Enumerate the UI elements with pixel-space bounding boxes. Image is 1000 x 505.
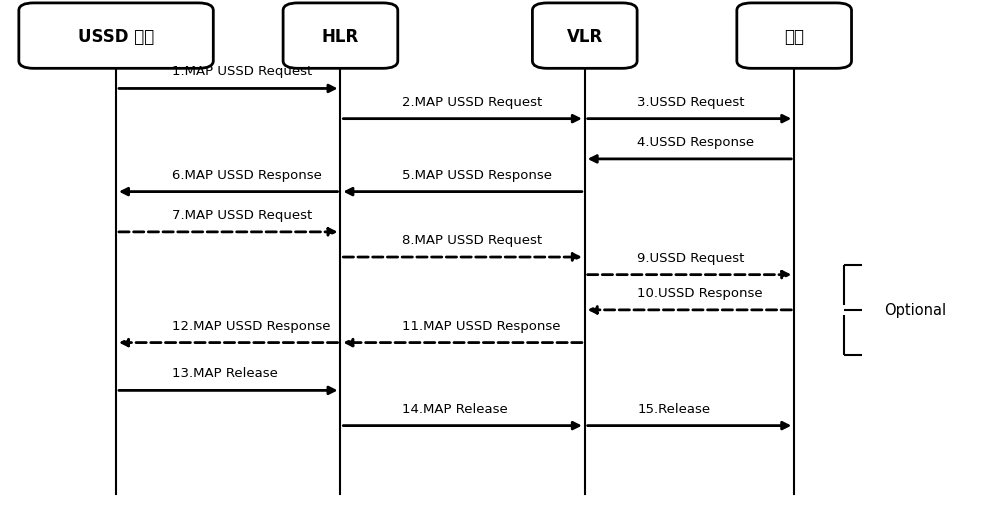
Text: 14.MAP Release: 14.MAP Release: [402, 402, 507, 415]
Text: 13.MAP Release: 13.MAP Release: [172, 367, 278, 380]
FancyBboxPatch shape: [737, 4, 852, 69]
FancyBboxPatch shape: [19, 4, 213, 69]
FancyBboxPatch shape: [283, 4, 398, 69]
Text: 终端: 终端: [784, 28, 804, 45]
Text: 7.MAP USSD Request: 7.MAP USSD Request: [172, 209, 312, 221]
Text: 15.Release: 15.Release: [637, 402, 710, 415]
Text: 5.MAP USSD Response: 5.MAP USSD Response: [402, 168, 552, 181]
Text: 1.MAP USSD Request: 1.MAP USSD Request: [172, 65, 312, 78]
Text: 3.USSD Request: 3.USSD Request: [637, 95, 745, 109]
Text: USSD 中心: USSD 中心: [78, 28, 154, 45]
Text: 6.MAP USSD Response: 6.MAP USSD Response: [172, 168, 322, 181]
Text: VLR: VLR: [567, 28, 603, 45]
Text: Optional: Optional: [884, 303, 946, 318]
Text: HLR: HLR: [322, 28, 359, 45]
Text: 8.MAP USSD Request: 8.MAP USSD Request: [402, 233, 542, 246]
Text: 2.MAP USSD Request: 2.MAP USSD Request: [402, 95, 542, 109]
Text: 9.USSD Request: 9.USSD Request: [637, 251, 744, 264]
Text: 10.USSD Response: 10.USSD Response: [637, 286, 763, 299]
Text: 12.MAP USSD Response: 12.MAP USSD Response: [172, 319, 331, 332]
Text: 4.USSD Response: 4.USSD Response: [637, 135, 754, 148]
Text: 11.MAP USSD Response: 11.MAP USSD Response: [402, 319, 560, 332]
FancyBboxPatch shape: [532, 4, 637, 69]
